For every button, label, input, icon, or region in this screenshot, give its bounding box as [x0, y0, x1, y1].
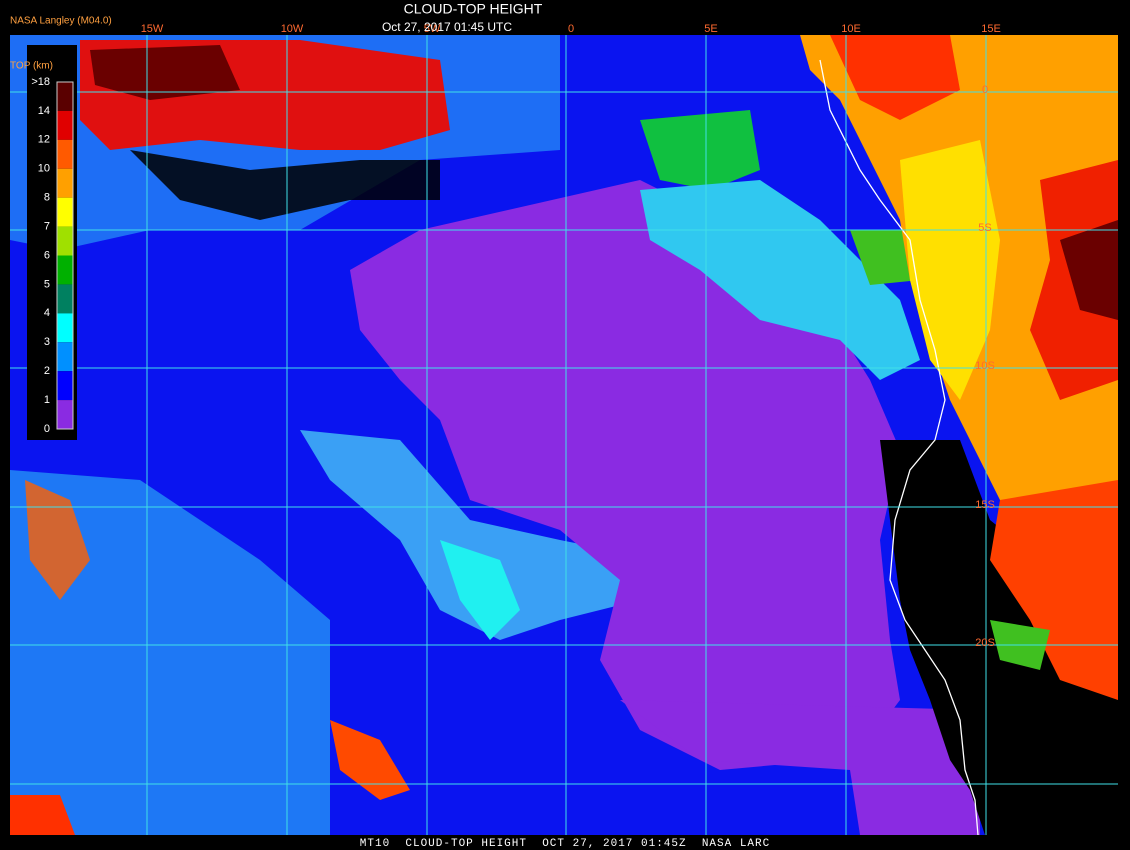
map-labels: 15W 10W 5W 0 5E 10E 15E 0 5S 10S 15S 20S	[141, 23, 1001, 649]
color-scale-label: 10	[38, 163, 50, 175]
very-high-cloud	[90, 45, 240, 100]
latitude-label: 20S	[975, 637, 995, 649]
color-swatch	[57, 197, 73, 227]
color-scale-label: 6	[44, 249, 50, 261]
color-swatch	[57, 371, 73, 401]
color-swatch	[57, 400, 73, 429]
longitude-label: 10E	[841, 23, 861, 35]
cloud-region	[300, 430, 660, 640]
color-swatch	[57, 255, 73, 285]
coastline	[819, 59, 979, 836]
color-scale-label: 3	[44, 336, 50, 348]
source: NASA Langley (M04.0)	[10, 16, 112, 27]
color-swatch	[57, 168, 73, 198]
imagery	[10, 35, 1118, 836]
color-scale-label: 0	[44, 423, 50, 435]
latitude-label: 10S	[975, 360, 995, 372]
color-scale-label: 12	[38, 134, 50, 146]
mid-cloud	[640, 110, 760, 190]
low-stratus-deck	[620, 700, 980, 835]
high-cloud	[900, 140, 1000, 400]
high-cloud	[330, 720, 410, 800]
color-scale-label: 5	[44, 278, 50, 290]
color-swatch	[57, 342, 73, 372]
clear-patch	[130, 150, 440, 220]
footer: MT10 CLOUD-TOP HEIGHT OCT 27, 2017 01:45…	[360, 838, 770, 850]
color-scale-label: >18	[31, 76, 50, 88]
latitude-label: 5S	[978, 222, 991, 234]
color-scale-label: 14	[38, 105, 50, 117]
mid-cloud	[850, 230, 920, 285]
lat-lon-grid	[10, 35, 1118, 835]
longitude-label: 0	[568, 23, 574, 35]
very-high-cloud	[1060, 220, 1118, 320]
longitude-label: 5W	[424, 23, 441, 35]
color-swatch	[57, 313, 73, 343]
color-scale-label: 7	[44, 220, 50, 232]
color-swatch	[57, 139, 73, 169]
color-scale-title: TOP (km)	[10, 61, 53, 72]
latitude-label: 15S	[975, 499, 995, 511]
high-cloud	[10, 795, 75, 835]
color-scale-label: 2	[44, 365, 50, 377]
timestamp: Oct 27, 2017 01:45 UTC	[382, 20, 512, 34]
latitude-label: 0	[982, 84, 988, 96]
cloud-region	[10, 470, 330, 835]
high-cloud	[830, 35, 960, 120]
title: CLOUD-TOP HEIGHT	[404, 1, 543, 17]
low-stratus-deck	[350, 180, 900, 770]
color-swatch	[57, 226, 73, 256]
color-swatch	[57, 110, 73, 140]
longitude-label: 15W	[141, 23, 164, 35]
high-cloud	[25, 480, 90, 600]
color-scale-label: 8	[44, 192, 50, 204]
longitude-label: 15E	[981, 23, 1001, 35]
color-swatch	[57, 284, 73, 314]
cloud-region	[440, 540, 520, 640]
color-scale-label: 1	[44, 394, 50, 406]
color-scale-border	[56, 81, 74, 430]
longitude-label: 10W	[281, 23, 304, 35]
color-swatch	[57, 82, 73, 111]
color-scale-label: 4	[44, 307, 50, 319]
longitude-label: 5E	[704, 23, 717, 35]
